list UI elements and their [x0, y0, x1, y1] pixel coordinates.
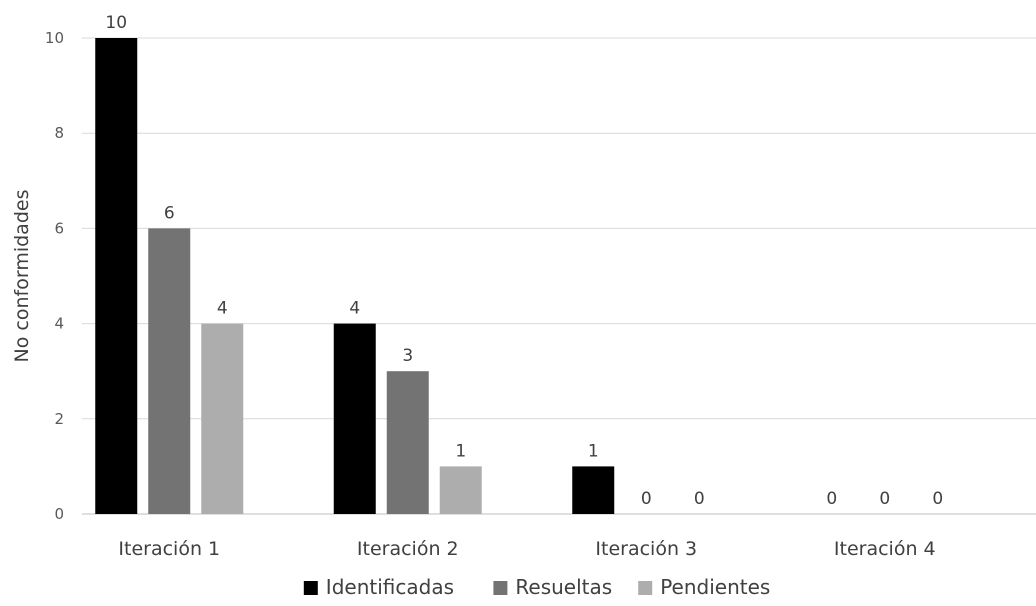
y-tick-label: 8: [54, 124, 64, 142]
legend-swatch: [493, 581, 508, 595]
legend-swatch: [303, 581, 318, 595]
data-label: 0: [641, 489, 652, 509]
legend-item-resueltas: Resueltas: [493, 575, 612, 599]
bar-resueltas-2: [386, 371, 429, 514]
y-axis-ticks: 0 2 4 6 8 10: [45, 29, 64, 523]
bar-pendientes-1: [201, 323, 244, 514]
bar-identificadas-2: [333, 323, 376, 514]
legend-label: Resueltas: [515, 575, 612, 599]
data-label: 10: [105, 13, 127, 33]
data-label: 1: [455, 441, 466, 461]
data-label: 0: [932, 489, 943, 509]
y-tick-label: 4: [54, 315, 64, 333]
x-axis-categories: Iteración 1 Iteración 2 Iteración 3 Iteraci…: [118, 538, 935, 560]
data-label: 3: [402, 346, 413, 366]
y-tick-label: 10: [45, 29, 64, 47]
legend-label: Pendientes: [660, 575, 770, 599]
data-label: 4: [349, 299, 360, 319]
legend-item-identificadas: Identificadas: [303, 575, 454, 599]
legend-item-pendientes: Pendientes: [638, 575, 770, 599]
y-tick-label: 2: [54, 410, 64, 428]
legend-label: Identificadas: [326, 575, 454, 599]
y-tick-label: 0: [54, 505, 64, 523]
legend: Identificadas Resueltas Pendientes: [303, 575, 770, 599]
data-label: 0: [879, 489, 890, 509]
data-label: 1: [588, 441, 599, 461]
bar-pendientes-2: [439, 466, 482, 514]
y-tick-label: 6: [54, 219, 64, 237]
bar-identificadas-3: [572, 466, 615, 514]
x-category-label: Iteración 3: [595, 538, 697, 560]
data-label: 0: [826, 489, 837, 509]
data-label: 4: [217, 299, 228, 319]
y-axis-title: No conformidades: [11, 190, 33, 363]
legend-swatch: [638, 581, 653, 595]
x-category-label: Iteración 2: [357, 538, 459, 560]
bar-resueltas-1: [148, 228, 191, 514]
bar-identificadas-1: [95, 38, 138, 514]
x-category-label: Iteración 1: [118, 538, 220, 560]
x-category-label: Iteración 4: [834, 538, 936, 560]
data-label: 6: [164, 203, 175, 223]
bars: [95, 38, 615, 514]
data-label: 0: [694, 489, 705, 509]
